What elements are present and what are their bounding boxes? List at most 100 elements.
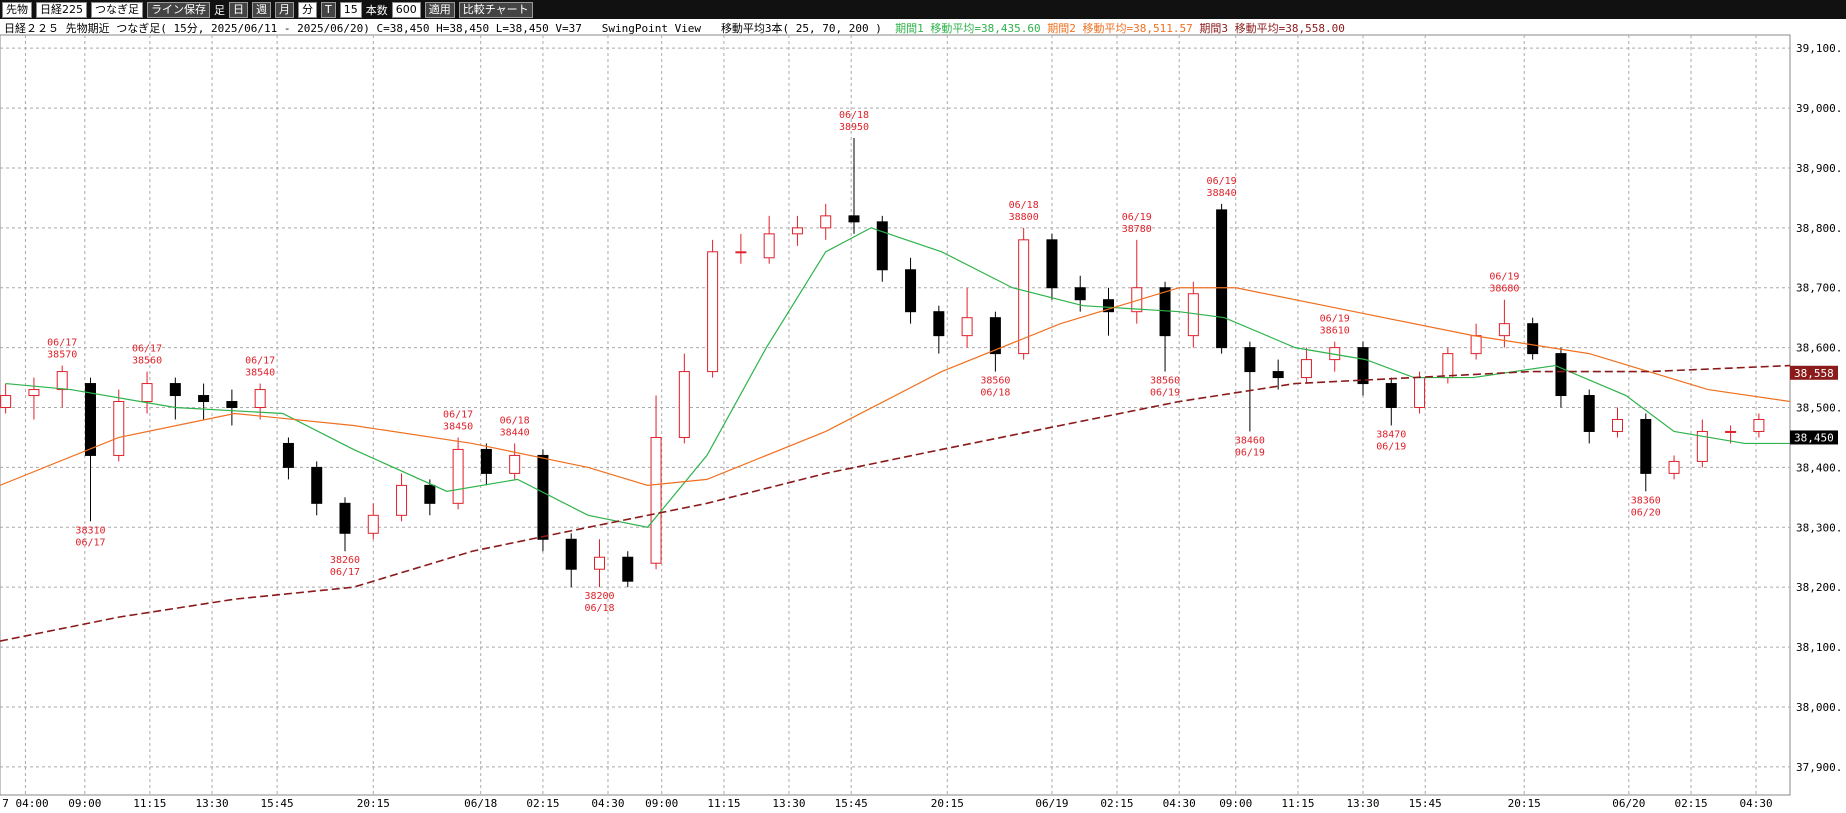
x-tick-label: 02:15 [526,797,559,810]
minute-button[interactable]: 分 [298,1,317,18]
candle-body [1753,418,1765,432]
save-button[interactable]: ライン保存 [147,1,210,18]
swing-price: 38800 [1009,212,1039,223]
candle-body [622,556,634,582]
swing-price: 38310 [75,525,105,536]
swing-date: 06/17 [75,537,105,548]
swing-price: 38560 [132,356,162,367]
y-tick-label: 38,500. [1796,402,1842,415]
symbol-select[interactable]: 日経225 [36,1,87,18]
x-tick-label: 04:30 [591,797,624,810]
candle-body [311,466,323,504]
y-tick-label: 38,000. [1796,701,1842,714]
y-tick-label: 38,200. [1796,581,1842,594]
candle-body [169,383,181,397]
swing-price: 38440 [500,427,530,438]
swing-price: 38450 [443,421,473,432]
x-tick-label: 02:15 [1674,797,1707,810]
x-tick-label: 06/18 [464,797,497,810]
candle-body [1696,430,1708,462]
candle-body [141,383,153,403]
ma3-legend: 期間3 移動平均=38,558.00 [1199,22,1345,35]
swing-price: 38610 [1320,326,1350,337]
swing-date: 06/18 [980,388,1010,399]
x-tick-label: 06/20 [1612,797,1645,810]
swing-date: 06/19 [1376,441,1406,452]
candle-body [989,317,1001,355]
week-button[interactable]: 週 [252,1,271,18]
candle-body [1357,347,1369,385]
x-tick-label: 11:15 [1281,797,1314,810]
candle-body [1300,359,1312,379]
plot-frame [0,34,1791,796]
x-tick-label: 11:15 [133,797,166,810]
swing-date: 06/18 [839,110,869,121]
swing-date: 06/19 [1489,272,1519,283]
x-tick-label: 13:30 [196,797,229,810]
toolbar: 先物 日経225 つなぎ足 ライン保存 足 日 週 月 分 T 15 本数 60… [0,0,1846,19]
month-button[interactable]: 月 [275,1,294,18]
candle-body [424,484,436,504]
candle-body [1102,299,1114,313]
candle-body [1018,239,1030,355]
compare-button[interactable]: 比較チャート [458,1,533,18]
market-select[interactable]: 先物 [2,1,32,18]
tick-button[interactable]: T [321,1,336,18]
swing-price: 38470 [1376,429,1406,440]
candle-body [565,538,577,570]
y-tick-label: 38,300. [1796,521,1842,534]
swing-price: 38560 [1150,376,1180,387]
apply-button[interactable]: 適用 [424,1,455,18]
swing-date: 06/18 [500,415,530,426]
y-tick-label: 38,900. [1796,162,1842,175]
header: 日経２２５ 先物期近 つなぎ足( 15分, 2025/06/11 - 2025/… [4,20,1345,36]
interval-input[interactable]: 15 [339,1,362,18]
candle-body [1640,418,1652,474]
x-tick-label: 09:00 [1219,797,1252,810]
swing-date: 06/18 [584,603,614,614]
candle-body [1470,335,1482,355]
count-input[interactable]: 600 [391,1,421,18]
x-tick-label: 20:15 [1508,797,1541,810]
swing-date: 06/19 [1150,388,1180,399]
candle-body [735,251,747,254]
y-tick-label: 39,000. [1796,102,1842,115]
candle-body [1046,239,1058,289]
x-tick-label: 15:45 [261,797,294,810]
y-tick-label: 39,100. [1796,42,1842,55]
ma2-legend: 期間2 移動平均=38,511.57 [1047,22,1193,35]
swing-date: 06/19 [1122,212,1152,223]
swing-date: 06/18 [1009,200,1039,211]
swing-date: 06/17 [47,338,77,349]
candle-body [1131,287,1143,313]
candle-body [282,442,294,468]
candle-body [28,389,40,397]
swing-date: 06/17 [245,356,275,367]
swing-price: 38680 [1489,284,1519,295]
candle-body [1414,377,1426,409]
swing-price: 38200 [584,591,614,602]
swing-price: 38260 [330,555,360,566]
candle-body [480,448,492,474]
swing-price: 38780 [1122,224,1152,235]
day-button[interactable]: 日 [229,1,248,18]
x-tick-label: 09:00 [68,797,101,810]
x-tick-label: 20:15 [931,797,964,810]
candle-body [650,436,662,564]
x-tick-label: 04:30 [1740,797,1773,810]
candle-body [1668,460,1680,474]
candle-body [905,269,917,313]
mode-select[interactable]: つなぎ足 [91,1,143,18]
candle-body [678,371,690,438]
moving-average [0,364,1791,642]
y-tick-label: 38,100. [1796,641,1842,654]
candle-body [1612,418,1624,432]
candle-body [367,514,379,534]
candle-body [56,371,68,391]
info: 日経２２５ 先物期近 つなぎ足( 15分, 2025/06/11 - 2025/… [4,22,582,35]
candle-body [707,251,719,373]
y-tick-label: 38,400. [1796,461,1842,474]
candle-body [961,317,973,337]
candle-body [1159,287,1171,337]
swing-date: 06/19 [1207,176,1237,187]
